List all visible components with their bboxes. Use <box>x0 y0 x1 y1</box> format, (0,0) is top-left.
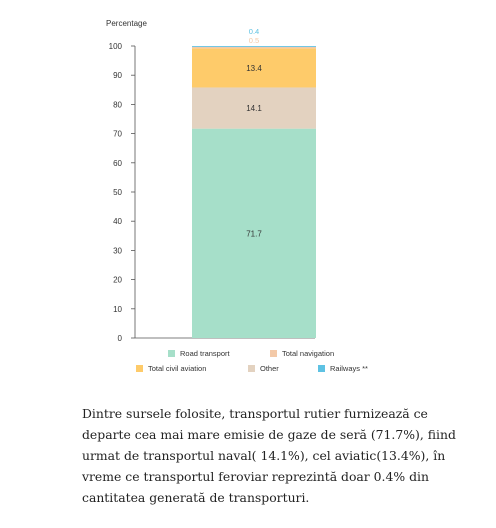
y-tick-label: 0 <box>118 334 123 343</box>
legend-swatch <box>318 365 325 372</box>
data-label: 13.4 <box>246 64 262 73</box>
y-tick-label: 10 <box>113 305 122 314</box>
bar-segment-other <box>192 87 316 129</box>
data-label-small: 0.5 <box>249 36 259 45</box>
y-tick-label: 90 <box>113 71 122 80</box>
data-label: 14.1 <box>246 104 262 113</box>
y-tick-label: 60 <box>113 159 122 168</box>
y-tick-label: 40 <box>113 217 122 226</box>
y-tick-label: 100 <box>109 42 123 51</box>
legend-swatch <box>168 350 175 357</box>
legend-swatch <box>270 350 277 357</box>
y-tick-label: 30 <box>113 246 122 255</box>
y-tick-label: 70 <box>113 130 122 139</box>
bar-segment-total-navigation <box>192 46 316 49</box>
legend-swatch <box>248 365 255 372</box>
stacked-bar-chart: Percentage 0 10 20 30 40 50 60 70 80 90 100 71.7 14… <box>106 19 368 373</box>
legend-label: Other <box>260 364 279 373</box>
bar-segment-railways <box>192 46 316 47</box>
legend-label: Railways ** <box>330 364 368 373</box>
bar-segment-road-transport <box>192 128 316 338</box>
y-tick-label: 50 <box>113 188 122 197</box>
bar-segment-total-civil-aviation <box>192 48 316 88</box>
data-label-small: 0.4 <box>249 27 259 36</box>
y-tick-label: 20 <box>113 276 122 285</box>
chart-caption: Dintre sursele folosite, transportul rut… <box>82 406 456 505</box>
y-axis-label: Percentage <box>106 19 147 28</box>
y-tick-label: 80 <box>113 100 122 109</box>
legend-label: Total civil aviation <box>148 364 206 373</box>
legend-swatch <box>136 365 143 372</box>
legend-label: Road transport <box>180 349 231 358</box>
data-label: 71.7 <box>246 229 262 238</box>
legend-label: Total navigation <box>282 349 334 358</box>
